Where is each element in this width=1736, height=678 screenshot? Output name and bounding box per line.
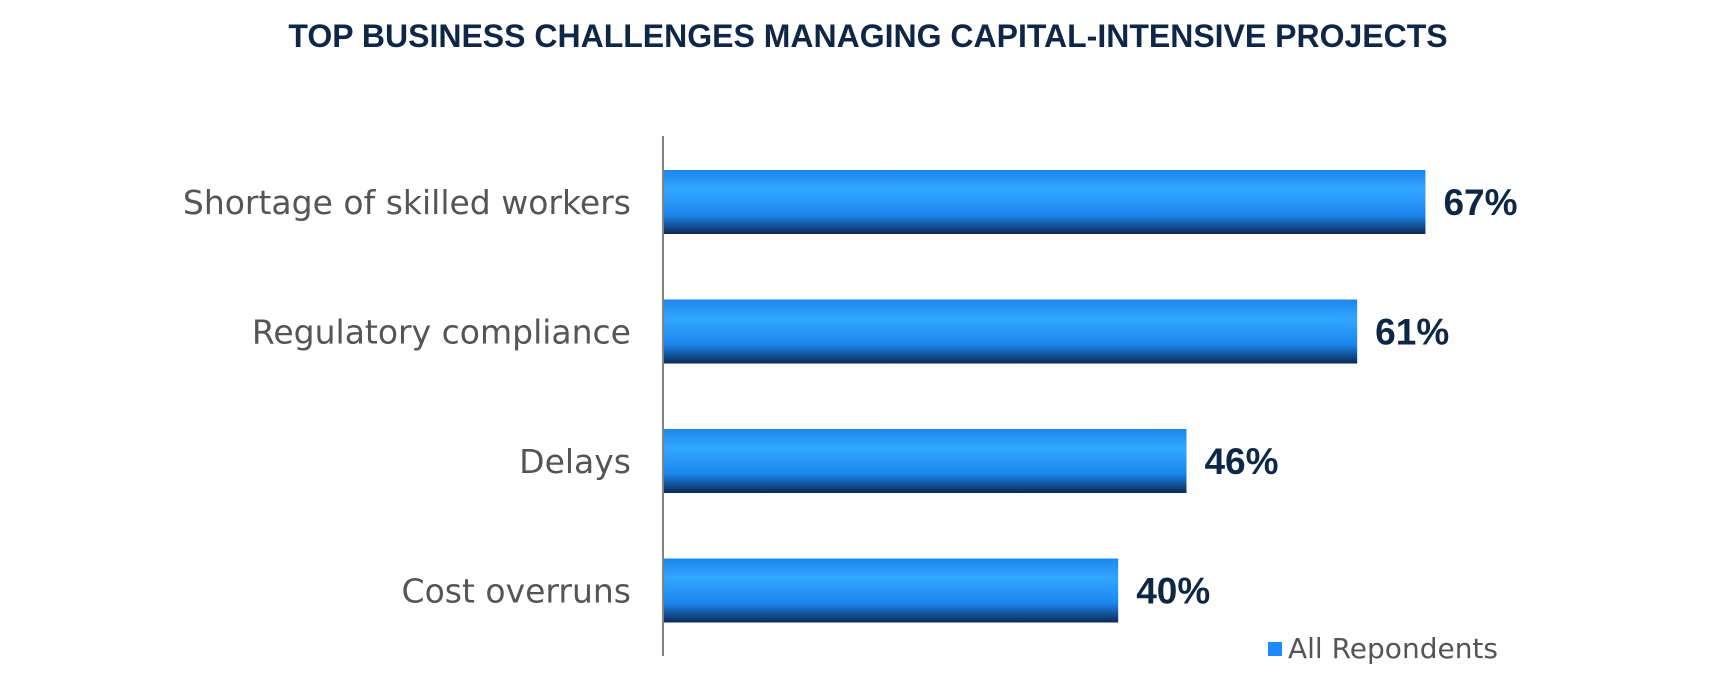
- category-label: Cost overruns: [402, 572, 631, 611]
- bar: [663, 429, 1187, 493]
- value-label: 40%: [1136, 571, 1210, 612]
- value-label: 61%: [1375, 312, 1449, 353]
- legend-swatch: [1268, 641, 1282, 656]
- value-label: 46%: [1204, 441, 1278, 482]
- chart-title: TOP BUSINESS CHALLENGES MANAGING CAPITAL…: [288, 18, 1448, 54]
- legend: All Repondents: [1268, 632, 1498, 665]
- category-label: Shortage of skilled workers: [183, 183, 631, 222]
- value-label: 67%: [1443, 182, 1517, 223]
- bar: [663, 170, 1426, 234]
- labels-layer: Shortage of skilled workers 67% Regulatory…: [183, 182, 1518, 612]
- category-label: Regulatory compliance: [252, 313, 631, 352]
- bars-layer: [663, 170, 1426, 623]
- category-label: Delays: [519, 442, 631, 481]
- bar: [663, 558, 1119, 623]
- legend-label: All Repondents: [1288, 632, 1498, 665]
- bar: [663, 299, 1358, 364]
